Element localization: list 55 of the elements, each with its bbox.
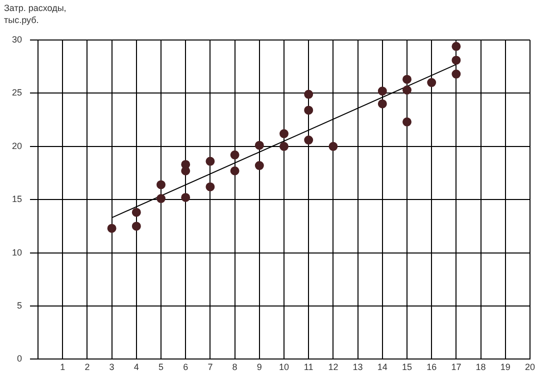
point: [378, 86, 387, 96]
x-tick-label: 9: [256, 362, 262, 372]
point: [206, 182, 215, 192]
x-tick-label: 14: [377, 362, 388, 372]
x-tick-label: 2: [84, 362, 90, 372]
point: [378, 99, 387, 108]
y-tick-label: 0: [16, 354, 22, 364]
x-tick-label: 8: [232, 362, 238, 372]
point: [280, 142, 289, 151]
point: [328, 142, 338, 151]
y-tick-label: 5: [16, 300, 22, 310]
x-tick-label: 11: [304, 362, 314, 372]
y-tick-label: 30: [12, 34, 22, 44]
x-tick-label: 3: [109, 362, 114, 372]
point: [402, 86, 412, 95]
y-tick-label: 20: [12, 140, 22, 151]
point: [230, 150, 240, 160]
point: [132, 208, 141, 217]
x-tick-label: 5: [158, 362, 164, 372]
x-tick-label: 19: [500, 362, 510, 372]
y-axis-title: Затр. расходы, тыс.руб.: [4, 2, 68, 26]
point: [156, 194, 166, 204]
point: [304, 90, 314, 99]
point: [107, 224, 116, 233]
x-tick-label: 13: [352, 362, 363, 372]
x-tick-label: 1: [60, 362, 66, 372]
point: [402, 74, 412, 84]
y-tick-label: 15: [12, 194, 22, 204]
point: [280, 129, 289, 138]
point: [452, 70, 461, 79]
x-tick-label: 17: [451, 362, 462, 372]
point: [402, 117, 412, 126]
point: [206, 156, 215, 166]
point: [254, 161, 264, 170]
point: [304, 136, 314, 145]
y-tick-label: 25: [12, 88, 22, 98]
point: [452, 42, 461, 51]
point: [452, 56, 461, 65]
point: [427, 78, 436, 88]
point: [156, 180, 166, 190]
x-tick-label: 16: [426, 362, 437, 372]
x-tick-label: 4: [134, 362, 139, 372]
point: [181, 192, 190, 202]
x-tick-label: 18: [476, 362, 486, 372]
x-tick-label: 20: [524, 362, 535, 372]
y-tick-label: 10: [12, 247, 22, 258]
x-tick-label: 6: [183, 362, 188, 372]
x-tick-label: 12: [328, 362, 338, 372]
point: [304, 106, 314, 115]
point: [132, 222, 141, 231]
x-tick-label: 10: [278, 362, 290, 372]
x-tick-label: 7: [208, 362, 213, 372]
point: [254, 140, 264, 150]
point: [230, 166, 240, 176]
x-tick-label: 15: [402, 362, 412, 372]
